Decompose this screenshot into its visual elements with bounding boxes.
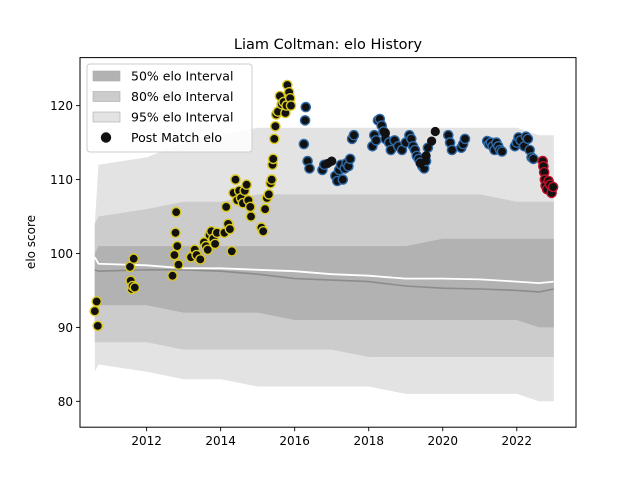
- post-match-elo-point: [266, 174, 278, 185]
- post-match-elo-point: [380, 128, 390, 138]
- legend-band-swatch: [92, 111, 121, 123]
- post-match-elo-point: [337, 174, 349, 185]
- post-match-elo-point: [421, 151, 431, 161]
- y-tick-label: 80: [58, 395, 73, 409]
- post-match-elo-point: [170, 227, 181, 239]
- median-line: [94, 269, 554, 293]
- post-match-elo-point: [459, 133, 471, 145]
- post-match-elo-point: [224, 223, 236, 235]
- legend: 50% elo Interval 80% elo Interval 95% elo …: [86, 63, 253, 153]
- y-tick-label: 120: [50, 99, 73, 113]
- post-match-elo-point: [304, 163, 315, 174]
- post-match-elo-point: [348, 129, 360, 141]
- post-match-elo-point: [194, 254, 206, 265]
- legend-box: [86, 63, 253, 153]
- post-match-elo-point: [226, 245, 238, 257]
- post-match-elo-point: [267, 153, 279, 165]
- post-match-elo-point: [244, 201, 256, 213]
- band-50-interval: [94, 238, 554, 328]
- post-match-elo-point: [370, 135, 382, 146]
- post-match-elo-point: [129, 282, 141, 293]
- post-match-elo-point: [167, 270, 178, 282]
- mean-line: [94, 256, 554, 285]
- chart-title: Liam Coltman: elo History: [234, 37, 423, 53]
- legend-band-swatch: [92, 91, 121, 102]
- y-axis: 80 90 100 110 120: [50, 99, 80, 409]
- post-match-elo-point: [427, 136, 437, 146]
- post-match-elo-point: [91, 296, 102, 307]
- post-match-elo-point: [430, 126, 440, 137]
- post-match-elo-point: [446, 144, 458, 156]
- post-match-elo-point: [522, 133, 534, 145]
- x-tick-label: 2022: [502, 434, 533, 448]
- post-match-elo-point: [268, 133, 280, 145]
- post-match-elo-point: [209, 238, 221, 250]
- x-tick-label: 2020: [427, 434, 458, 448]
- y-tick-label: 100: [50, 247, 73, 261]
- post-match-elo-point: [259, 203, 271, 215]
- x-tick-label: 2016: [279, 434, 310, 448]
- post-match-elo-point: [170, 206, 182, 218]
- post-match-elo-point: [241, 179, 252, 190]
- post-match-elo-point: [171, 240, 183, 252]
- post-match-elo-point: [496, 146, 508, 157]
- post-match-elo-point: [299, 115, 311, 126]
- post-match-elo-point: [173, 259, 184, 270]
- post-match-elo-point: [92, 320, 104, 332]
- legend-label: 50% elo Interval: [131, 69, 233, 84]
- legend-label: 95% elo Interval: [131, 110, 233, 125]
- post-match-elo-point: [128, 253, 139, 265]
- x-tick-label: 2012: [131, 434, 162, 448]
- y-tick-label: 90: [58, 321, 73, 335]
- legend-label: 80% elo Interval: [131, 89, 233, 104]
- post-match-elo-point: [344, 153, 356, 165]
- legend-label: Post Match elo: [131, 130, 222, 145]
- post-match-elo-point: [257, 225, 269, 237]
- legend-band-swatch: [92, 70, 121, 82]
- post-match-elo-point: [285, 100, 297, 111]
- post-match-elo-point: [300, 101, 312, 113]
- post-match-elo-point: [298, 138, 310, 150]
- x-tick-label: 2018: [353, 434, 384, 448]
- legend-point-marker: [100, 132, 112, 143]
- post-match-elo-point: [528, 153, 539, 165]
- post-match-elo-point: [169, 249, 180, 261]
- post-match-elo-point: [327, 156, 337, 166]
- post-match-elo-point: [245, 211, 257, 222]
- post-match-elo-point: [220, 201, 232, 213]
- y-tick-label: 110: [50, 173, 73, 187]
- post-match-elo-point: [230, 174, 241, 185]
- post-match-elo-point: [270, 121, 281, 132]
- post-match-elo-point: [415, 158, 426, 168]
- post-match-elo-point: [89, 305, 101, 317]
- y-axis-label: elo score: [24, 215, 38, 269]
- post-match-elo-point: [547, 181, 559, 193]
- post-match-elo-point: [202, 244, 213, 256]
- axes-frame: [79, 57, 577, 428]
- x-tick-label: 2014: [205, 434, 236, 448]
- x-axis: 2012 2014 2016 2018 2020 2022: [131, 427, 532, 448]
- post-match-elo-point: [263, 189, 275, 200]
- points-layer: [89, 79, 559, 332]
